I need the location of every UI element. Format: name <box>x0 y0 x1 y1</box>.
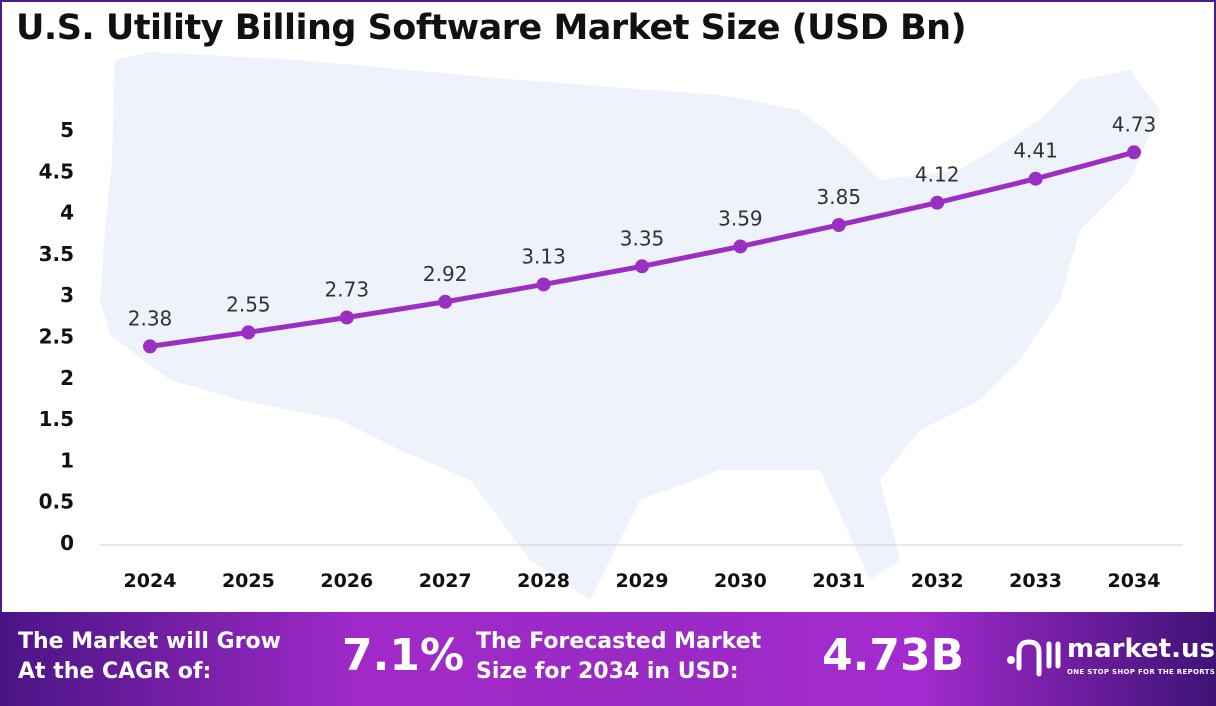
x-tick-label: 2032 <box>911 570 964 592</box>
y-tick-label: 0 <box>60 531 74 555</box>
x-tick-label: 2033 <box>1009 570 1062 592</box>
cagr-label-line-2: At the CAGR of: <box>18 659 212 684</box>
data-point <box>536 277 551 292</box>
data-label: 2.73 <box>325 278 370 302</box>
cagr-label-line-1: The Market will Grow <box>18 629 281 654</box>
data-label: 2.55 <box>226 292 271 316</box>
data-label: 3.35 <box>620 226 665 250</box>
data-label: 4.12 <box>915 163 960 187</box>
data-point <box>733 239 748 254</box>
data-label: 3.85 <box>817 185 862 209</box>
y-tick-label: 2.5 <box>39 325 74 349</box>
data-point <box>930 195 945 210</box>
x-tick-label: 2028 <box>517 570 570 592</box>
cagr-label: The Market will Grow At the CAGR of: <box>18 627 281 687</box>
y-tick-label: 4.5 <box>39 159 74 183</box>
x-tick-label: 2030 <box>714 570 767 592</box>
y-tick-label: 3 <box>60 283 74 307</box>
forecast-label-line-1: The Forecasted Market <box>476 629 762 654</box>
x-tick-label: 2034 <box>1108 570 1161 592</box>
forecast-label-line-2: Size for 2034 in USD: <box>476 659 739 684</box>
data-label: 2.38 <box>128 306 173 330</box>
y-tick-label: 2 <box>60 366 74 390</box>
x-tick-label: 2025 <box>222 570 275 592</box>
x-tick-label: 2029 <box>616 570 669 592</box>
data-point <box>438 294 453 309</box>
data-point <box>831 217 846 232</box>
data-point <box>635 259 649 274</box>
us-map-background <box>100 52 1160 600</box>
data-point <box>339 310 354 325</box>
x-tick-label: 2026 <box>320 570 373 592</box>
data-point <box>143 339 157 354</box>
y-tick-label: 3.5 <box>39 242 74 266</box>
data-label: 4.73 <box>1112 112 1157 136</box>
forecast-value: 4.73B <box>822 630 965 681</box>
y-tick-label: 1 <box>60 448 74 472</box>
data-point <box>1028 171 1043 186</box>
logo-tagline: ONE STOP SHOP FOR THE REPORTS <box>1067 668 1216 676</box>
x-tick-label: 2031 <box>812 570 865 592</box>
y-tick-label: 4 <box>60 201 74 225</box>
chart-title: U.S. Utility Billing Software Market Siz… <box>16 8 967 48</box>
line-chart: 0 0.5 1 1.5 2 2.5 3 3.5 4 4.5 5 2024 2025 2026 2027 202… <box>39 52 1183 600</box>
logo-icon <box>1007 639 1061 677</box>
forecast-label: The Forecasted Market Size for 2034 in U… <box>476 627 761 687</box>
data-label: 3.59 <box>718 206 763 230</box>
y-tick-label: 1.5 <box>39 407 74 431</box>
data-label: 2.92 <box>423 262 468 286</box>
cagr-value: 7.1% <box>342 630 465 681</box>
y-tick-label: 5 <box>60 118 74 142</box>
logo-name: market.us <box>1067 634 1215 664</box>
data-point <box>1127 145 1141 160</box>
footer-banner: The Market will Grow At the CAGR of: 7.1… <box>0 612 1216 706</box>
x-tick-label: 2027 <box>419 570 472 592</box>
market-us-logo: market.us ONE STOP SHOP FOR THE REPORTS <box>1005 634 1215 682</box>
x-tick-label: 2024 <box>124 570 177 592</box>
data-label: 4.41 <box>1013 139 1058 163</box>
data-label: 3.13 <box>521 244 566 268</box>
data-point <box>241 325 256 340</box>
y-tick-label: 0.5 <box>39 490 74 514</box>
